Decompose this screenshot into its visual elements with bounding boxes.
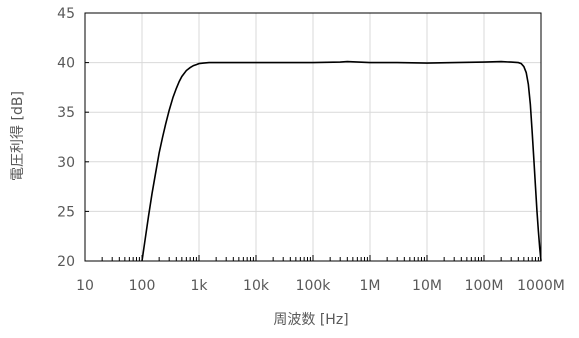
x-tick-label: 100M: [465, 278, 504, 294]
plot-area: [84, 12, 542, 262]
y-tick-label: 20: [57, 254, 75, 270]
x-tick-label: 100: [129, 278, 156, 294]
y-tick-label: 45: [57, 6, 75, 22]
x-tick-label: 1k: [190, 278, 208, 294]
x-tick-label: 10M: [412, 278, 442, 294]
y-axis-label: 電圧利得 [dB]: [9, 91, 26, 181]
x-tick-label: 1M: [360, 278, 381, 294]
x-tick-label: 1000M: [517, 278, 565, 294]
gain-series-line: [141, 60, 542, 262]
grid: [84, 12, 542, 262]
y-tick-label: 25: [57, 204, 75, 220]
y-tick-labels: 20 25 30 35 40 45: [57, 6, 75, 270]
x-tick-label: 100k: [296, 278, 332, 294]
y-tick-label: 30: [57, 155, 75, 171]
x-tick-label: 10: [76, 278, 94, 294]
y-tick-label: 35: [57, 105, 75, 121]
x-tick-label: 10k: [243, 278, 270, 294]
x-axis-label: 周波数 [Hz]: [273, 312, 348, 328]
y-tick-label: 40: [57, 56, 75, 72]
x-tick-labels: 10 100 1k 10k 100k 1M 10M 100M 1000M: [76, 278, 565, 294]
